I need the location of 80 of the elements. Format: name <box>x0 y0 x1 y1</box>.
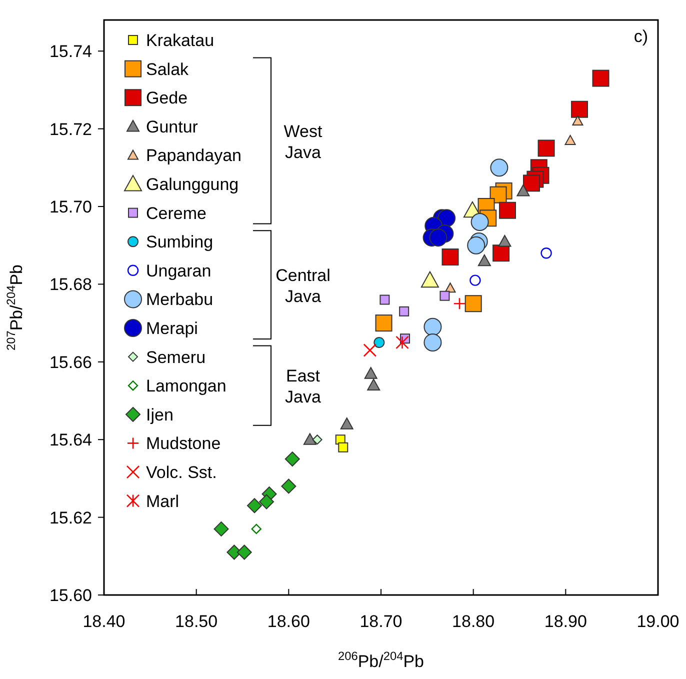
point <box>396 336 409 350</box>
point <box>429 228 448 247</box>
y-tick-label: 15.64 <box>49 430 92 450</box>
point <box>478 254 491 266</box>
point <box>467 236 486 254</box>
point <box>380 294 390 305</box>
point <box>564 134 576 145</box>
annotation: East Java <box>285 366 322 407</box>
point <box>236 544 252 560</box>
point <box>363 344 377 357</box>
x-tick-label: 18.80 <box>452 612 495 631</box>
legend-label: Ijen <box>146 405 174 424</box>
point <box>571 100 588 118</box>
legend-label: Lamongan <box>146 376 226 396</box>
point <box>523 174 540 192</box>
annotation: Central Java <box>276 266 330 306</box>
point <box>420 271 439 288</box>
point <box>498 234 512 247</box>
point <box>592 70 610 87</box>
point <box>281 478 296 494</box>
legend-label: Salak <box>146 60 190 79</box>
legend-label: Semeru <box>146 348 206 367</box>
point <box>516 184 530 196</box>
point <box>247 498 262 514</box>
legend-label: Gede <box>146 88 188 108</box>
x-tick-label: 18.50 <box>175 612 218 631</box>
y-tick-label: 15.60 <box>49 586 92 605</box>
point <box>498 202 516 219</box>
point <box>540 248 552 259</box>
point <box>367 378 380 391</box>
point <box>453 297 466 310</box>
y-tick-label: 15.62 <box>49 508 92 528</box>
legend-label: Papandayan <box>146 146 242 166</box>
legend-label: Merbabu <box>146 290 214 310</box>
annotation: West Java <box>284 122 322 162</box>
point <box>251 524 262 534</box>
point <box>424 333 442 352</box>
point <box>338 442 348 452</box>
annotation: c) <box>634 27 648 46</box>
legend-label: Volc. Sst. <box>146 463 217 482</box>
point <box>464 295 482 312</box>
legend-label: Krakatau <box>146 31 214 50</box>
y-tick-label: 15.70 <box>49 197 92 216</box>
legend-label: Cereme <box>146 204 206 223</box>
point <box>214 521 229 536</box>
point <box>374 336 385 348</box>
point <box>538 140 555 157</box>
point <box>312 434 322 445</box>
legend-label: Sumbing <box>146 232 214 252</box>
point <box>364 367 378 379</box>
legend-label: Mudstone <box>146 434 221 454</box>
x-tick-label: 18.90 <box>544 612 587 631</box>
y-tick-label: 15.72 <box>49 120 92 139</box>
legend-label: Marl <box>146 492 180 511</box>
x-tick-label: 19.00 <box>636 612 680 631</box>
point <box>340 418 354 430</box>
point <box>399 306 410 316</box>
point <box>259 494 274 510</box>
x-tick-label: 18.40 <box>82 612 126 631</box>
point <box>284 452 300 467</box>
legend-label: Ungaran <box>146 261 212 280</box>
point <box>375 314 392 332</box>
legend-label: Galunggung <box>146 175 239 194</box>
point <box>440 290 450 301</box>
point <box>470 274 481 286</box>
y-tick-label: 15.66 <box>49 352 92 372</box>
legend-label: Guntur <box>146 117 198 136</box>
point <box>424 318 442 336</box>
y-tick-label: 15.68 <box>49 275 92 294</box>
x-tick-label: 18.70 <box>360 612 402 631</box>
point <box>442 248 459 266</box>
x-tick-label: 18.60 <box>267 612 310 631</box>
point <box>572 116 584 126</box>
x-axis-title: $^{206}$Pb/$^{204}$Pb <box>338 649 424 671</box>
legend-label: Merapi <box>146 319 198 338</box>
point <box>492 244 510 262</box>
point <box>303 433 316 445</box>
point <box>490 158 508 177</box>
point <box>470 213 489 232</box>
y-tick-label: 15.74 <box>49 42 92 62</box>
